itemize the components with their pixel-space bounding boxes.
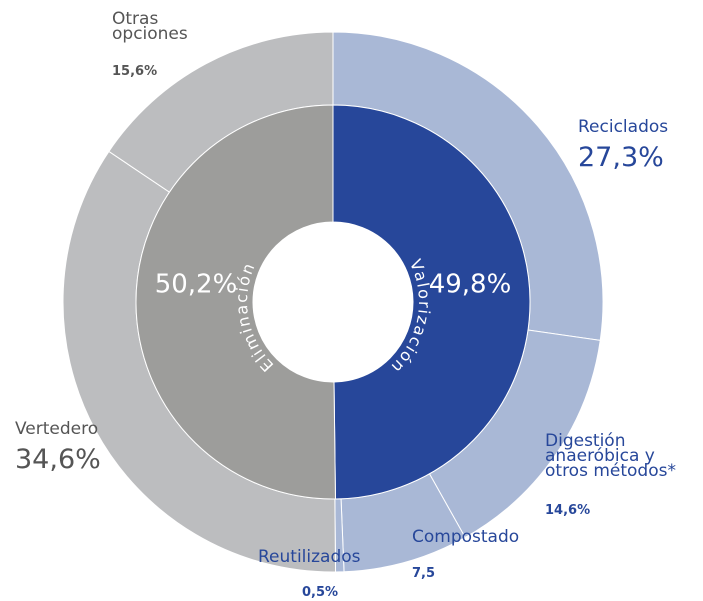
outer-value-label: 14,6% [545,503,591,518]
outer-value-label: 0,5% [302,585,339,600]
outer-value-label: 7,5 [412,566,436,581]
outer-category-label: Reciclados [578,117,669,137]
outer-value-label: 27,3% [578,142,664,173]
outer-value-label: 15,6% [112,64,158,79]
hole [253,222,413,382]
outer-category-label: Vertedero [15,419,99,439]
outer-category-label: Otras opciones [112,9,188,44]
outer-category-label: Reutilizados [258,547,361,567]
inner-value-label: 49,8% [429,270,512,300]
inner-value-label: 50,2% [155,270,238,300]
outer-value-label: 34,6% [15,444,101,475]
outer-category-label: Digestión anaeróbica y otros métodos* [545,431,676,481]
outer-category-label: Compostado [412,527,520,547]
